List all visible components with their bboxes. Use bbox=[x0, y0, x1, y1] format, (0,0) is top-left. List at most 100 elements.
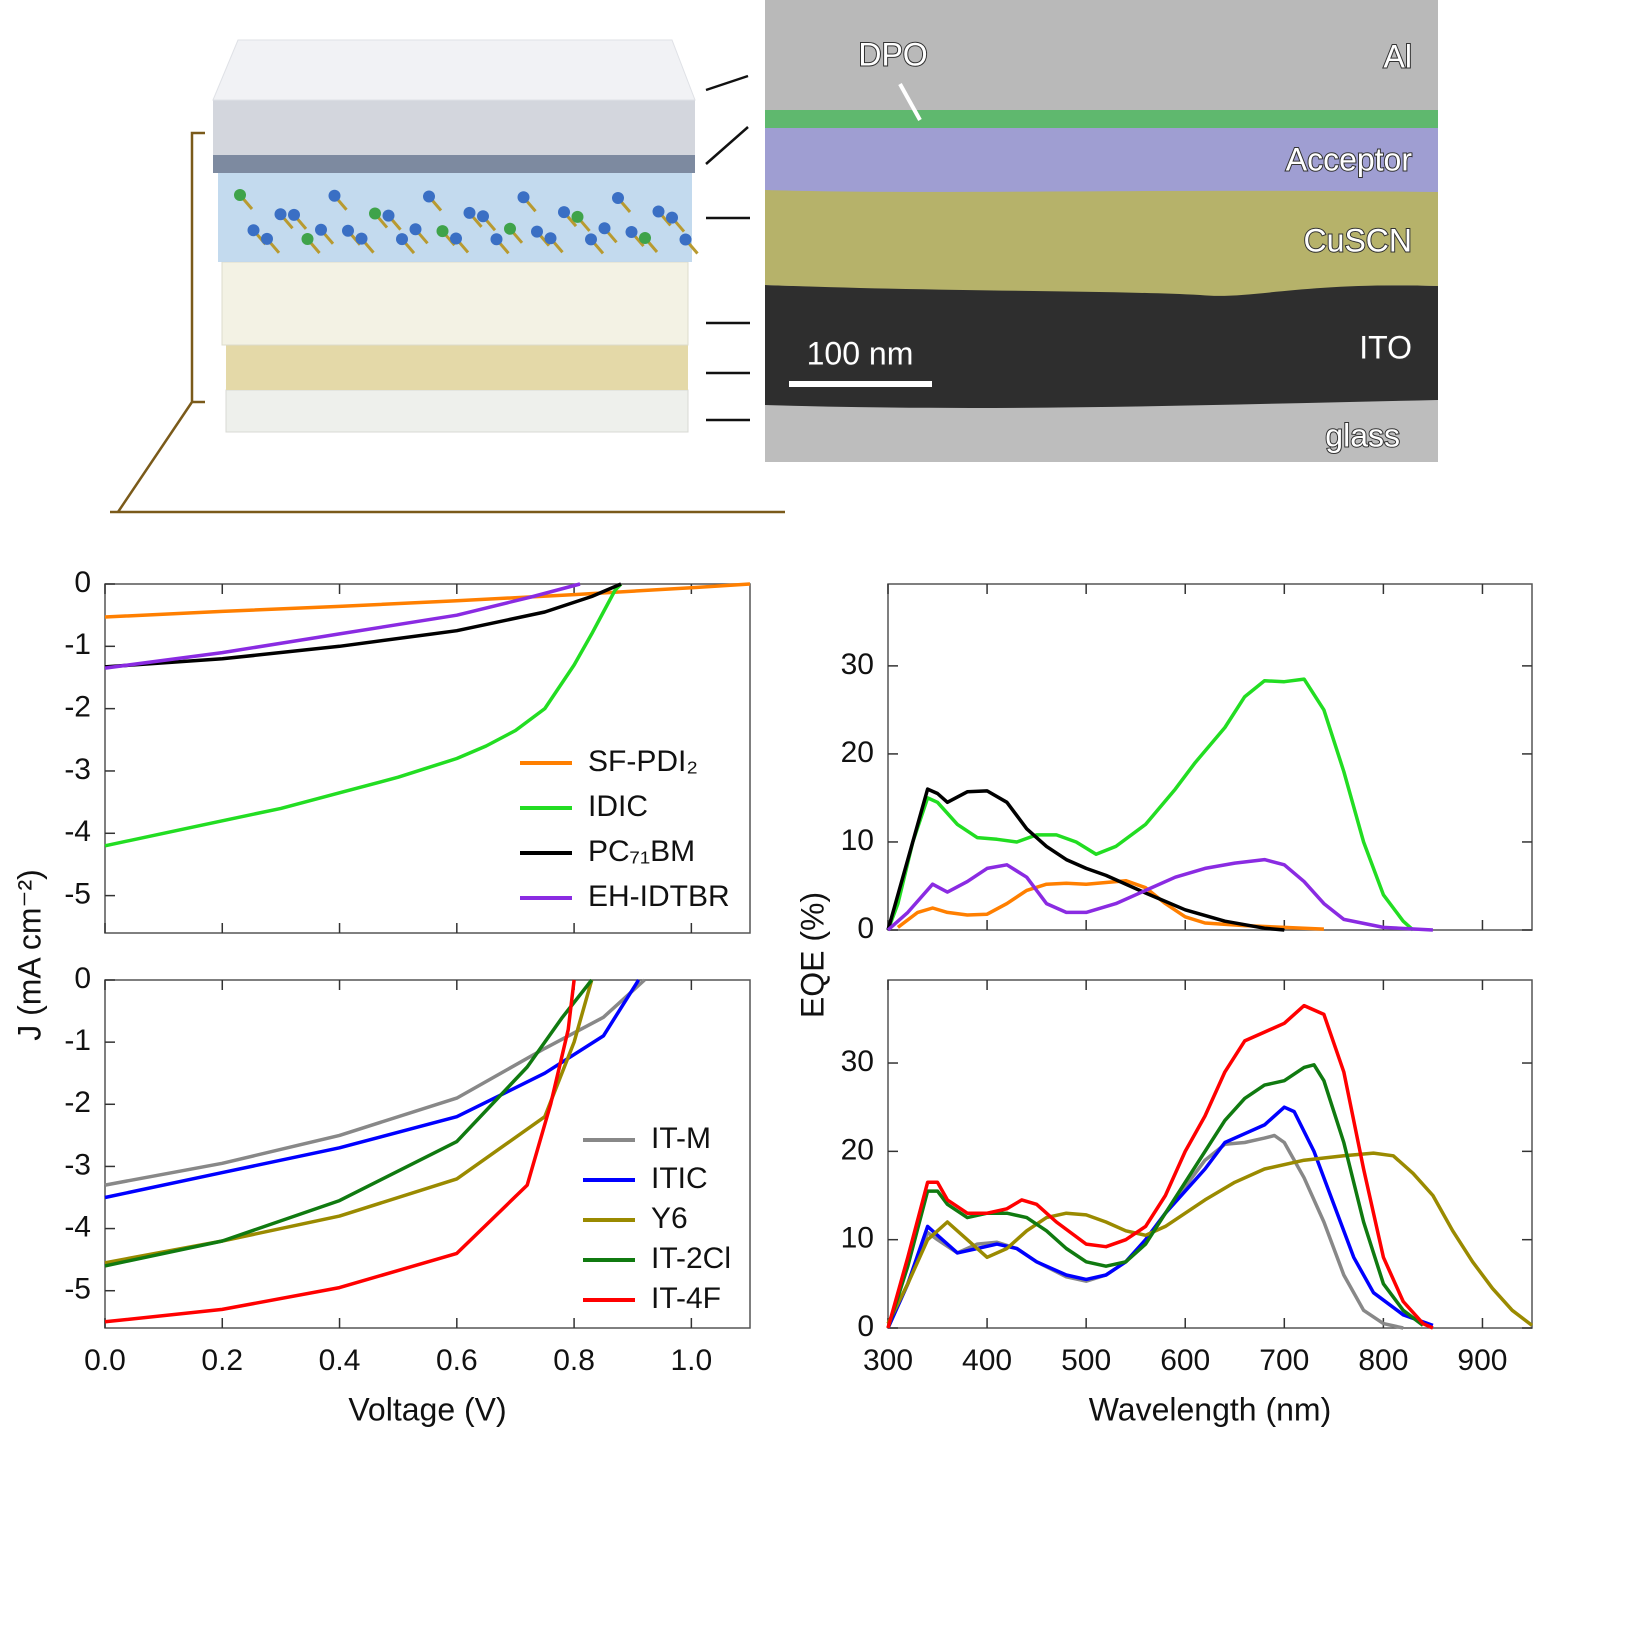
x-tick-label: 500 bbox=[1061, 1344, 1111, 1377]
x-tick-label: 900 bbox=[1457, 1344, 1507, 1377]
x-tick-label: 0.6 bbox=[436, 1344, 478, 1377]
y-tick-label: -3 bbox=[64, 753, 91, 786]
x-tick-label: 400 bbox=[962, 1344, 1012, 1377]
x-tick-label: 0.0 bbox=[84, 1344, 126, 1377]
series-line bbox=[886, 1063, 1425, 1329]
y-tick-label: -4 bbox=[64, 1210, 91, 1243]
atom bbox=[450, 232, 462, 245]
atom bbox=[679, 233, 692, 246]
y-tick-label: -3 bbox=[64, 1148, 91, 1181]
y-tick-label: -2 bbox=[64, 1086, 91, 1119]
atom bbox=[247, 224, 260, 237]
atom bbox=[490, 233, 503, 246]
legend-label: IT-2Cl bbox=[651, 1242, 731, 1275]
y-tick-label: 30 bbox=[841, 648, 874, 681]
glass-layer bbox=[225, 389, 689, 433]
legend-label: IT-M bbox=[651, 1122, 711, 1155]
y-tick-label: -2 bbox=[64, 691, 91, 724]
y-tick-label: 30 bbox=[841, 1045, 874, 1078]
atom bbox=[382, 209, 395, 222]
x-tick-label: 600 bbox=[1160, 1344, 1210, 1377]
tem-label: ITO bbox=[1359, 329, 1412, 365]
series-line bbox=[886, 1003, 1434, 1330]
atom bbox=[504, 222, 516, 235]
dpo-layer bbox=[213, 155, 695, 173]
layer-pointers bbox=[705, 74, 750, 422]
y-tick-label: 10 bbox=[841, 824, 874, 857]
series-line bbox=[886, 1151, 1534, 1327]
legend-label: Y6 bbox=[651, 1202, 688, 1235]
x-axis-label: Wavelength (nm) bbox=[1089, 1391, 1331, 1427]
atom bbox=[666, 211, 678, 224]
y-tick-label: 10 bbox=[841, 1222, 874, 1255]
atom bbox=[423, 190, 435, 203]
series-line bbox=[104, 582, 751, 619]
molecules bbox=[234, 189, 699, 255]
y-tick-label: -5 bbox=[64, 1273, 91, 1306]
cuscn-layer bbox=[221, 261, 689, 346]
atom bbox=[612, 192, 624, 205]
x-tick-label: 0.2 bbox=[201, 1344, 243, 1377]
atom bbox=[274, 208, 287, 221]
atom bbox=[234, 189, 246, 201]
series-line bbox=[886, 677, 1415, 932]
tem-label: Al bbox=[1384, 38, 1412, 74]
legend-label: IDIC bbox=[588, 790, 648, 823]
atom bbox=[544, 232, 557, 245]
series-line bbox=[886, 857, 1433, 932]
series-line bbox=[104, 979, 576, 1324]
legend-label: SF-PDI₂ bbox=[588, 745, 698, 778]
legend-label: PC₇₁BM bbox=[588, 835, 695, 868]
dpo-region bbox=[765, 110, 1438, 128]
atom bbox=[477, 210, 489, 223]
y-tick-label: 0 bbox=[74, 962, 91, 995]
al-region bbox=[765, 0, 1438, 112]
atom bbox=[436, 225, 449, 238]
series-line bbox=[104, 582, 581, 670]
bracket bbox=[110, 131, 785, 514]
y-tick-label: 0 bbox=[857, 912, 874, 945]
atom bbox=[652, 205, 665, 218]
series-line bbox=[896, 878, 1324, 931]
y-tick-label: -5 bbox=[64, 878, 91, 911]
glass-region bbox=[765, 398, 1438, 462]
scale-bar-label: 100 nm bbox=[807, 335, 914, 371]
plot-frame bbox=[104, 979, 751, 1329]
atom bbox=[355, 232, 368, 245]
al-top bbox=[212, 39, 696, 101]
y-tick-label: 0 bbox=[857, 1310, 874, 1343]
x-tick-label: 700 bbox=[1259, 1344, 1309, 1377]
x-tick-label: 800 bbox=[1358, 1344, 1408, 1377]
tem-label: glass bbox=[1325, 417, 1400, 453]
x-tick-label: 0.4 bbox=[319, 1344, 361, 1377]
tem-label: CuSCN bbox=[1304, 222, 1412, 258]
atom bbox=[288, 208, 300, 221]
y-tick-label: 0 bbox=[74, 566, 91, 599]
plot-frame bbox=[887, 979, 1533, 1329]
atom bbox=[315, 223, 327, 236]
plot-frame bbox=[104, 583, 751, 934]
atom bbox=[328, 189, 341, 202]
tem-label: DPO bbox=[858, 36, 927, 72]
y-axis-label: EQE (%) bbox=[794, 892, 830, 1018]
atom bbox=[396, 233, 408, 246]
legend-label: ITIC bbox=[651, 1162, 708, 1195]
atom bbox=[409, 223, 422, 236]
series-line bbox=[104, 979, 641, 1200]
atom bbox=[531, 225, 543, 238]
y-tick-label: -1 bbox=[64, 1024, 91, 1057]
series-line bbox=[104, 582, 623, 848]
y-tick-label: -1 bbox=[64, 628, 91, 661]
dpo-pointer bbox=[898, 83, 922, 121]
atom bbox=[571, 210, 584, 223]
atom bbox=[598, 222, 611, 235]
acceptor-region bbox=[765, 128, 1438, 192]
ito-layer bbox=[226, 345, 688, 390]
device-illustration bbox=[110, 39, 785, 514]
atom bbox=[585, 233, 597, 246]
tem-image: 100 nm DPO Al Acceptor CuSCN ITO glass bbox=[765, 0, 1438, 462]
atom bbox=[517, 191, 530, 204]
y-tick-label: 20 bbox=[841, 736, 874, 769]
legend-label: IT-4F bbox=[651, 1282, 721, 1315]
